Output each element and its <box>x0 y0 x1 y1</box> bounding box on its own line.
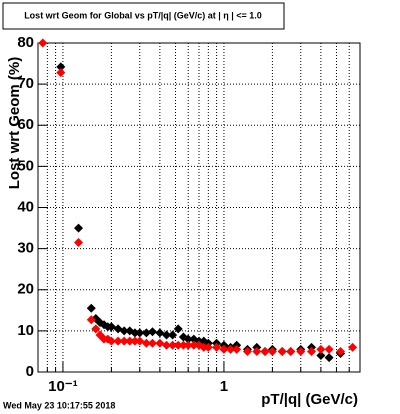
marker <box>168 330 178 340</box>
marker <box>232 344 242 354</box>
marker <box>141 338 151 348</box>
y-tick-label: 10 <box>17 322 34 339</box>
y-tick-label: 70 <box>17 75 34 92</box>
marker <box>316 351 326 361</box>
marker <box>183 340 193 350</box>
marker <box>219 344 229 354</box>
marker <box>91 324 101 334</box>
y-tick-label: 80 <box>17 34 34 51</box>
marker <box>106 322 116 332</box>
x-tick-label: 1 <box>220 378 228 395</box>
marker <box>119 326 129 336</box>
y-tick-label: 50 <box>17 157 34 174</box>
marker <box>173 324 183 334</box>
y-tick-label: 60 <box>17 116 34 133</box>
marker <box>119 336 129 346</box>
marker <box>113 336 123 346</box>
marker <box>183 334 193 344</box>
y-tick-label: 0 <box>26 363 34 380</box>
marker <box>260 346 270 356</box>
marker <box>155 328 165 338</box>
marker <box>286 346 296 356</box>
marker <box>135 336 145 346</box>
marker <box>277 346 287 356</box>
marker <box>56 62 66 72</box>
marker <box>226 344 236 354</box>
marker <box>178 340 188 350</box>
chart-title: Lost wrt Geom for Global vs pT/|q| (GeV/… <box>24 10 262 20</box>
marker <box>38 38 48 48</box>
marker <box>155 338 165 348</box>
marker <box>106 336 116 346</box>
marker <box>148 338 158 348</box>
y-axis-label: Lost wrt Geom (%) <box>6 57 23 190</box>
marker <box>56 68 66 78</box>
y-tick-label: 20 <box>17 281 34 298</box>
marker <box>307 346 317 356</box>
marker <box>173 340 183 350</box>
marker <box>296 346 306 356</box>
marker <box>74 223 84 233</box>
x-axis-label: pT/|q| (GeV/c) <box>261 391 358 408</box>
marker <box>324 344 334 354</box>
x-tick-label: 10⁻¹ <box>48 378 78 395</box>
marker <box>348 342 358 352</box>
marker <box>74 237 84 247</box>
plot-frame <box>37 42 361 373</box>
marker <box>252 346 262 356</box>
marker <box>135 328 145 338</box>
marker <box>125 336 135 346</box>
marker <box>199 342 209 352</box>
y-tick-label: 30 <box>17 240 34 257</box>
title-box <box>2 2 285 30</box>
marker <box>162 340 172 350</box>
marker <box>242 346 252 356</box>
marker <box>130 336 140 346</box>
marker <box>86 303 96 313</box>
marker <box>130 328 140 338</box>
marker <box>148 327 158 337</box>
marker <box>267 346 277 356</box>
footer: Wed May 23 10:17:55 2018 <box>3 400 115 410</box>
marker <box>336 346 346 356</box>
marker <box>324 353 334 363</box>
marker <box>316 344 326 354</box>
marker <box>162 330 172 340</box>
marker <box>203 342 213 352</box>
marker <box>168 340 178 350</box>
marker <box>212 342 222 352</box>
y-tick-label: 40 <box>17 198 34 215</box>
marker <box>189 340 199 350</box>
marker <box>141 328 151 338</box>
marker <box>86 315 96 325</box>
